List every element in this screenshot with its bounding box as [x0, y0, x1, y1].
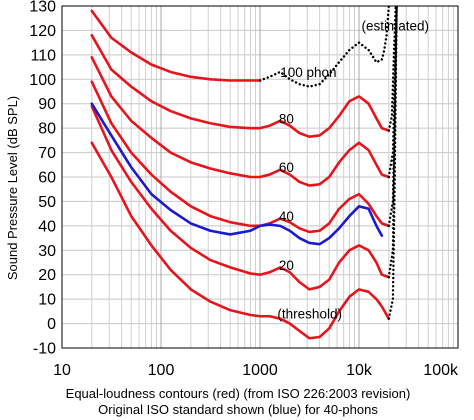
x-tick-label: 1000	[242, 362, 278, 379]
series-line	[90, 104, 391, 291]
x-tick-label: 10k	[346, 362, 373, 379]
series-line	[90, 34, 391, 138]
y-tick-label: 40	[38, 218, 56, 235]
y-tick-label: 90	[38, 96, 56, 113]
series-line	[90, 9, 262, 82]
curve-label: 80	[279, 111, 294, 126]
curve-label: 40	[279, 209, 294, 224]
plot-frame	[61, 5, 459, 349]
y-tick-label: 20	[38, 267, 56, 284]
caption-line-1: Equal-loudness contours (red) (from ISO …	[66, 386, 411, 401]
series-line	[90, 102, 384, 246]
curve-label: (threshold)	[277, 307, 342, 322]
y-tick-label: 120	[29, 23, 56, 40]
x-tick-labels: 10 100 1000 10k 100k	[53, 362, 459, 379]
y-tick-label: 70	[38, 145, 56, 162]
series-line	[258, 4, 390, 88]
y-tick-label: 110	[30, 47, 56, 64]
y-tick-label: 100	[29, 72, 56, 89]
y-tick-label: 80	[38, 121, 56, 138]
curve-annotations: (estimated) 100 phon 80 60 40 20 (threshold)	[277, 18, 429, 321]
x-tick-label: 100k	[423, 362, 459, 379]
series-line	[387, 4, 398, 320]
y-tick-label: 130	[29, 0, 56, 16]
curve-label: 20	[279, 258, 294, 273]
series-line	[387, 4, 397, 132]
series-line	[90, 80, 391, 234]
series-line	[90, 141, 391, 340]
y-tick-label: 10	[38, 292, 56, 309]
y-tick-label: -10	[33, 341, 56, 358]
y-tick-label: 60	[38, 170, 56, 187]
series-line	[387, 4, 398, 279]
grid-lines	[61, 5, 458, 349]
curve-label: 100 phon	[280, 65, 336, 80]
y-tick-label: 30	[38, 243, 56, 260]
curve-label: (estimated)	[362, 18, 430, 33]
y-tick-label: 50	[38, 194, 56, 211]
series-line	[90, 56, 391, 187]
x-tick-label: 10	[53, 362, 71, 379]
y-axis-label: Sound Pressure Level (dB SPL)	[5, 96, 20, 280]
y-tick-label: 0	[47, 316, 56, 333]
caption-line-2: Original ISO standard shown (blue) for 4…	[98, 402, 378, 417]
x-tick-label: 100	[148, 362, 175, 379]
plot-border	[61, 5, 459, 349]
series-lines	[90, 4, 398, 340]
curve-label: 60	[279, 160, 294, 175]
